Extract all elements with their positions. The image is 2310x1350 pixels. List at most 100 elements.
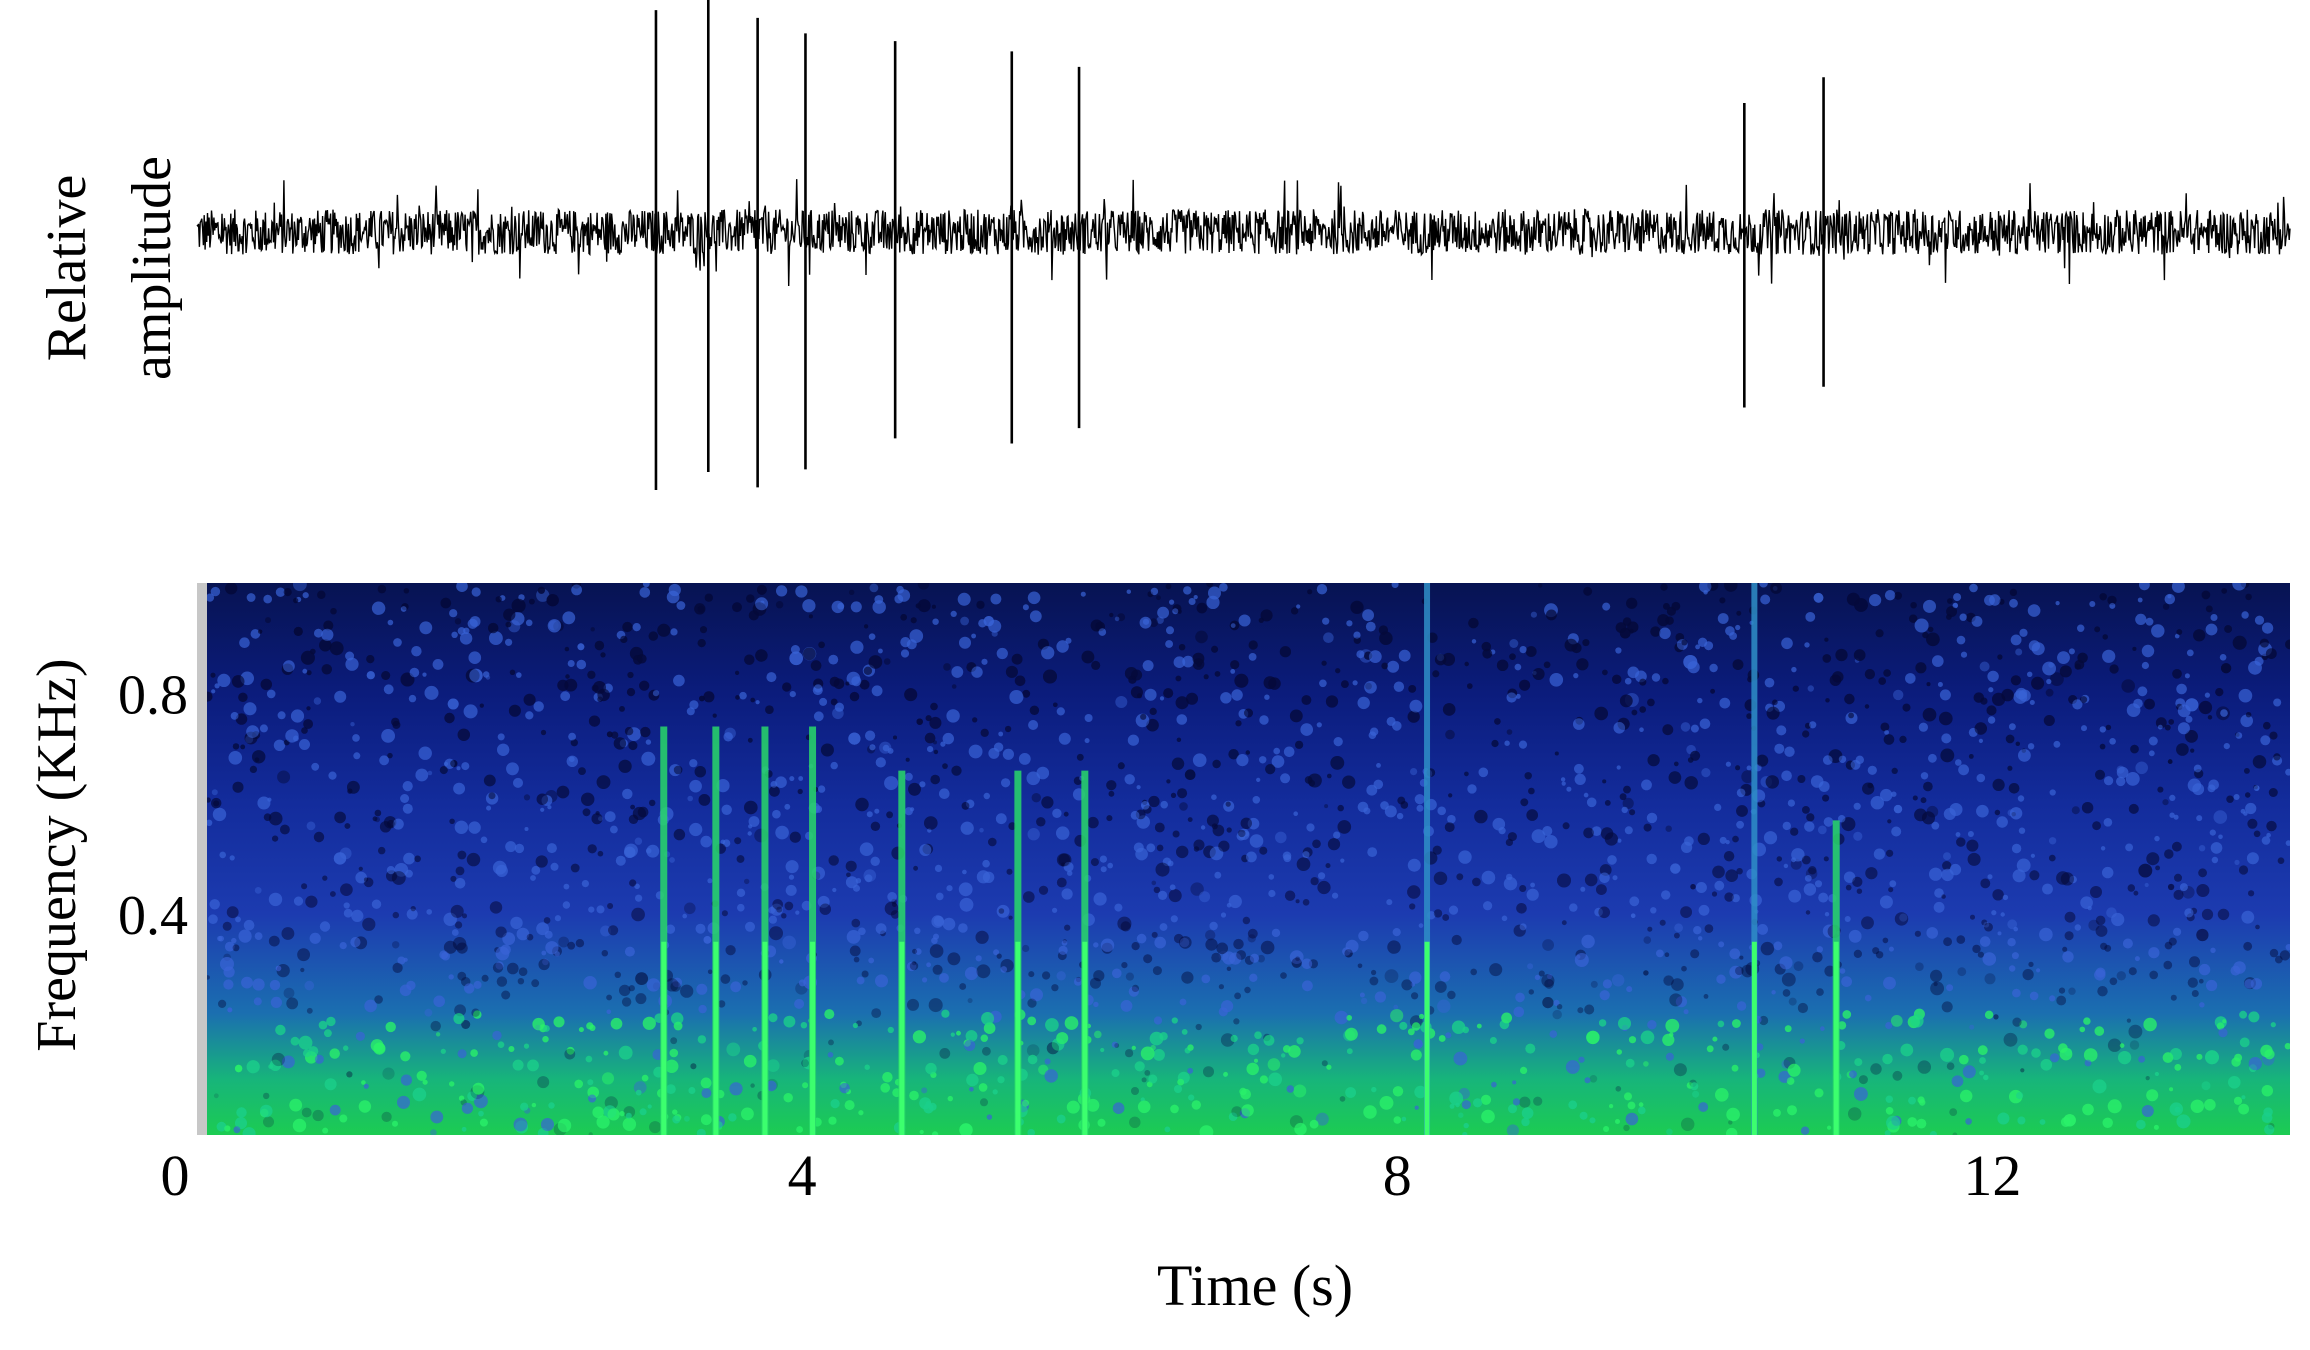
spectrogram-speckle <box>1220 692 1231 703</box>
spectrogram-speckle <box>972 717 977 722</box>
spectrogram-speckle <box>1022 945 1029 952</box>
spectrogram-speckle <box>1953 593 1961 601</box>
spectrogram-speckle <box>1737 789 1746 798</box>
spectrogram-speckle <box>1483 901 1492 910</box>
spectrogram-speckle <box>1732 1065 1739 1072</box>
spectrogram-speckle <box>1101 866 1107 872</box>
spectrogram-speckle <box>1798 1003 1808 1013</box>
spectrogram-speckle <box>735 671 739 675</box>
spectrogram-speckle <box>537 1076 549 1088</box>
spectrogram-speckle <box>896 586 904 594</box>
spectrogram-speckle <box>291 1037 300 1046</box>
spectrogram-speckle <box>752 1027 757 1032</box>
spectrogram-speckle <box>860 842 874 856</box>
spectrogram-speckle <box>1915 962 1924 971</box>
spectrogram-speckle <box>869 633 876 640</box>
spectrogram-speckle <box>1114 904 1122 912</box>
spectrogram-speckle <box>568 733 576 741</box>
spectrogram-speckle <box>433 659 444 670</box>
spectrogram-speckle <box>1335 668 1340 673</box>
spectrogram-speckle <box>884 658 891 665</box>
spectrogram-speckle <box>1660 584 1667 591</box>
spectrogram-speckle <box>211 689 215 693</box>
spectrogram-speckle <box>1596 884 1607 895</box>
spectrogram-speckle <box>1291 607 1298 614</box>
spectrogram-speckle <box>508 1046 514 1052</box>
spectrogram-speckle <box>1690 1082 1698 1090</box>
spectrogram-speckle <box>1641 1031 1655 1045</box>
spectrogram-speckle <box>450 876 456 882</box>
spectrogram-speckle <box>430 1129 437 1136</box>
spectrogram-speckle <box>862 971 869 978</box>
spectrogram-speckle <box>1490 1037 1497 1044</box>
spectrogram-speckle <box>1915 619 1929 633</box>
spectrogram-speckle <box>1883 938 1889 944</box>
spectrogram-speckle <box>2221 588 2227 594</box>
spectrogram-speckle <box>1929 868 1942 881</box>
spectrogram-speckle <box>1533 668 1545 680</box>
spectrogram-speckle <box>1525 1044 1535 1054</box>
spectrogram-speckle <box>278 711 286 719</box>
spectrogram-speckle <box>1972 616 1983 627</box>
spectrogram-speckle <box>1531 612 1537 618</box>
spectrogram-speckle <box>920 1130 924 1134</box>
spectrogram-speckle <box>628 741 637 750</box>
spectrogram-speckle <box>1940 689 1951 700</box>
spectrogram-speckle <box>696 984 707 995</box>
spectrogram-speckle <box>924 816 938 830</box>
spectrogram-speckle <box>831 762 838 769</box>
spectrogram-speckle <box>1899 736 1906 743</box>
spectrogram-speckle <box>641 752 655 766</box>
spectrogram-speckle <box>1623 1125 1629 1131</box>
spectrogram-speckle <box>515 844 524 853</box>
spectrogram-speckle <box>359 867 363 871</box>
spectrogram-speckle <box>2095 968 2105 978</box>
spectrogram-speckle <box>674 829 685 840</box>
spectrogram-speckle <box>2210 830 2216 836</box>
spectrogram-speckle <box>455 878 466 889</box>
spectrogram-speckle <box>393 912 399 918</box>
spectrogram-speckle <box>2187 650 2194 657</box>
spectrogram-speckle <box>850 692 859 701</box>
spectrogram-speckle <box>1793 686 1799 692</box>
spectrogram-speckle <box>882 1072 892 1082</box>
spectrogram-speckle <box>619 985 630 996</box>
spectrogram-speckle <box>2234 860 2239 865</box>
spectrogram-speckle <box>1401 979 1412 990</box>
spectrogram-speckle <box>1415 1106 1419 1110</box>
spectrogram-speckle <box>484 775 496 787</box>
spectrogram-speckle <box>1419 923 1424 928</box>
spectrogram-speckle <box>1109 791 1115 797</box>
spectrogram-speckle <box>854 957 860 963</box>
spectrogram-speckle <box>2065 912 2076 923</box>
spectrogram-speckle <box>532 1103 536 1107</box>
spectrogram-speckle <box>557 786 570 799</box>
spectrogram-speckle <box>597 689 609 701</box>
spectrogram-speckle <box>604 1051 609 1056</box>
spectrogram-speckle <box>474 981 482 989</box>
spectrogram-speckle <box>1194 840 1205 851</box>
spectrogram-speckle <box>1173 831 1180 838</box>
spectrogram-speckle <box>1932 655 1944 667</box>
spectrogram-speckle <box>1958 764 1969 775</box>
spectrogram-speckle <box>2190 749 2194 753</box>
spectrogram-speckle <box>2094 626 2100 632</box>
spectrogram-speckle <box>1345 1087 1356 1098</box>
spectrogram-speckle <box>431 1021 441 1031</box>
spectrogram-speckle <box>1509 653 1516 660</box>
spectrogram-speckle <box>821 744 834 757</box>
spectrogram-speckle <box>1989 594 2000 605</box>
spectrogram-speckle <box>1166 584 1172 590</box>
spectrogram-speckle <box>1502 916 1508 922</box>
spectrogram-speckle <box>2095 1026 2105 1036</box>
spectrogram-speckle <box>2149 971 2158 980</box>
spectrogram-speckle <box>313 1110 324 1121</box>
spectrogram-speckle <box>959 983 966 990</box>
spectrogram-speckle <box>1979 739 1983 743</box>
spectrogram-speckle <box>326 1017 335 1026</box>
spectrogram-speckle <box>524 794 530 800</box>
spectrogram-speckle <box>2030 992 2039 1001</box>
spectrogram-speckle <box>2106 725 2111 730</box>
spectrogram-speckle <box>1931 822 1939 830</box>
spectrogram-speckle <box>538 587 545 594</box>
